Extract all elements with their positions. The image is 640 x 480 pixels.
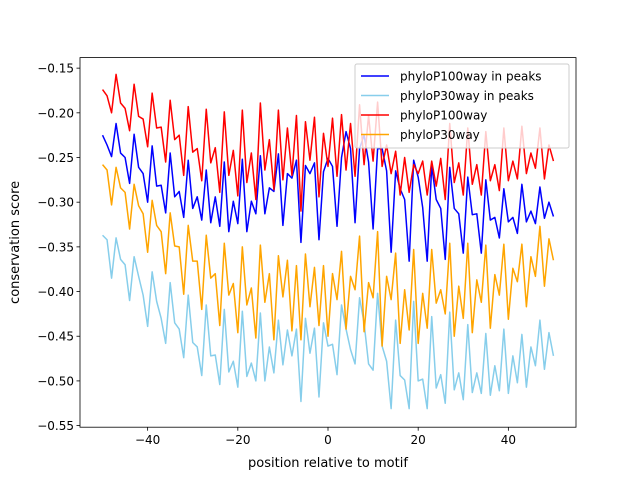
x-tick-label: 20 [411,433,426,447]
x-axis: −40 −20 0 20 40 [135,427,516,447]
y-tick-label: −0.25 [37,151,74,165]
series-line-2 [101,73,555,212]
legend-box [354,63,570,149]
x-tick-label: 40 [501,433,516,447]
legend-label-1: phyloP30way in peaks [400,89,534,103]
legend-label-0: phyloP100way in peaks [400,70,542,84]
series-layer [101,73,555,410]
legend-label-2: phyloP100way [400,109,487,123]
y-tick-label: −0.35 [37,240,74,254]
y-tick-label: −0.40 [37,285,74,299]
x-tick-label: −20 [225,433,250,447]
legend-label-3: phyloP30way [400,128,480,142]
series-line-3 [101,164,555,347]
y-axis: −0.15 −0.20 −0.25 −0.30 −0.35 −0.40 −0.45 −0.50… [37,62,80,433]
y-tick-label: −0.45 [37,330,74,344]
y-tick-label: −0.15 [37,62,74,76]
y-tick-label: −0.50 [37,374,74,388]
series-line-1 [102,234,555,410]
x-axis-label: position relative to motif [248,456,408,471]
y-tick-label: −0.30 [37,196,74,210]
y-tick-label: −0.55 [37,419,74,433]
x-tick-label: 0 [324,433,332,447]
x-tick-label: −40 [135,433,160,447]
legend: phyloP100way in peaks phyloP30way in peak… [354,63,570,149]
y-tick-label: −0.20 [37,106,74,120]
y-axis-label: conservation score [8,181,23,304]
